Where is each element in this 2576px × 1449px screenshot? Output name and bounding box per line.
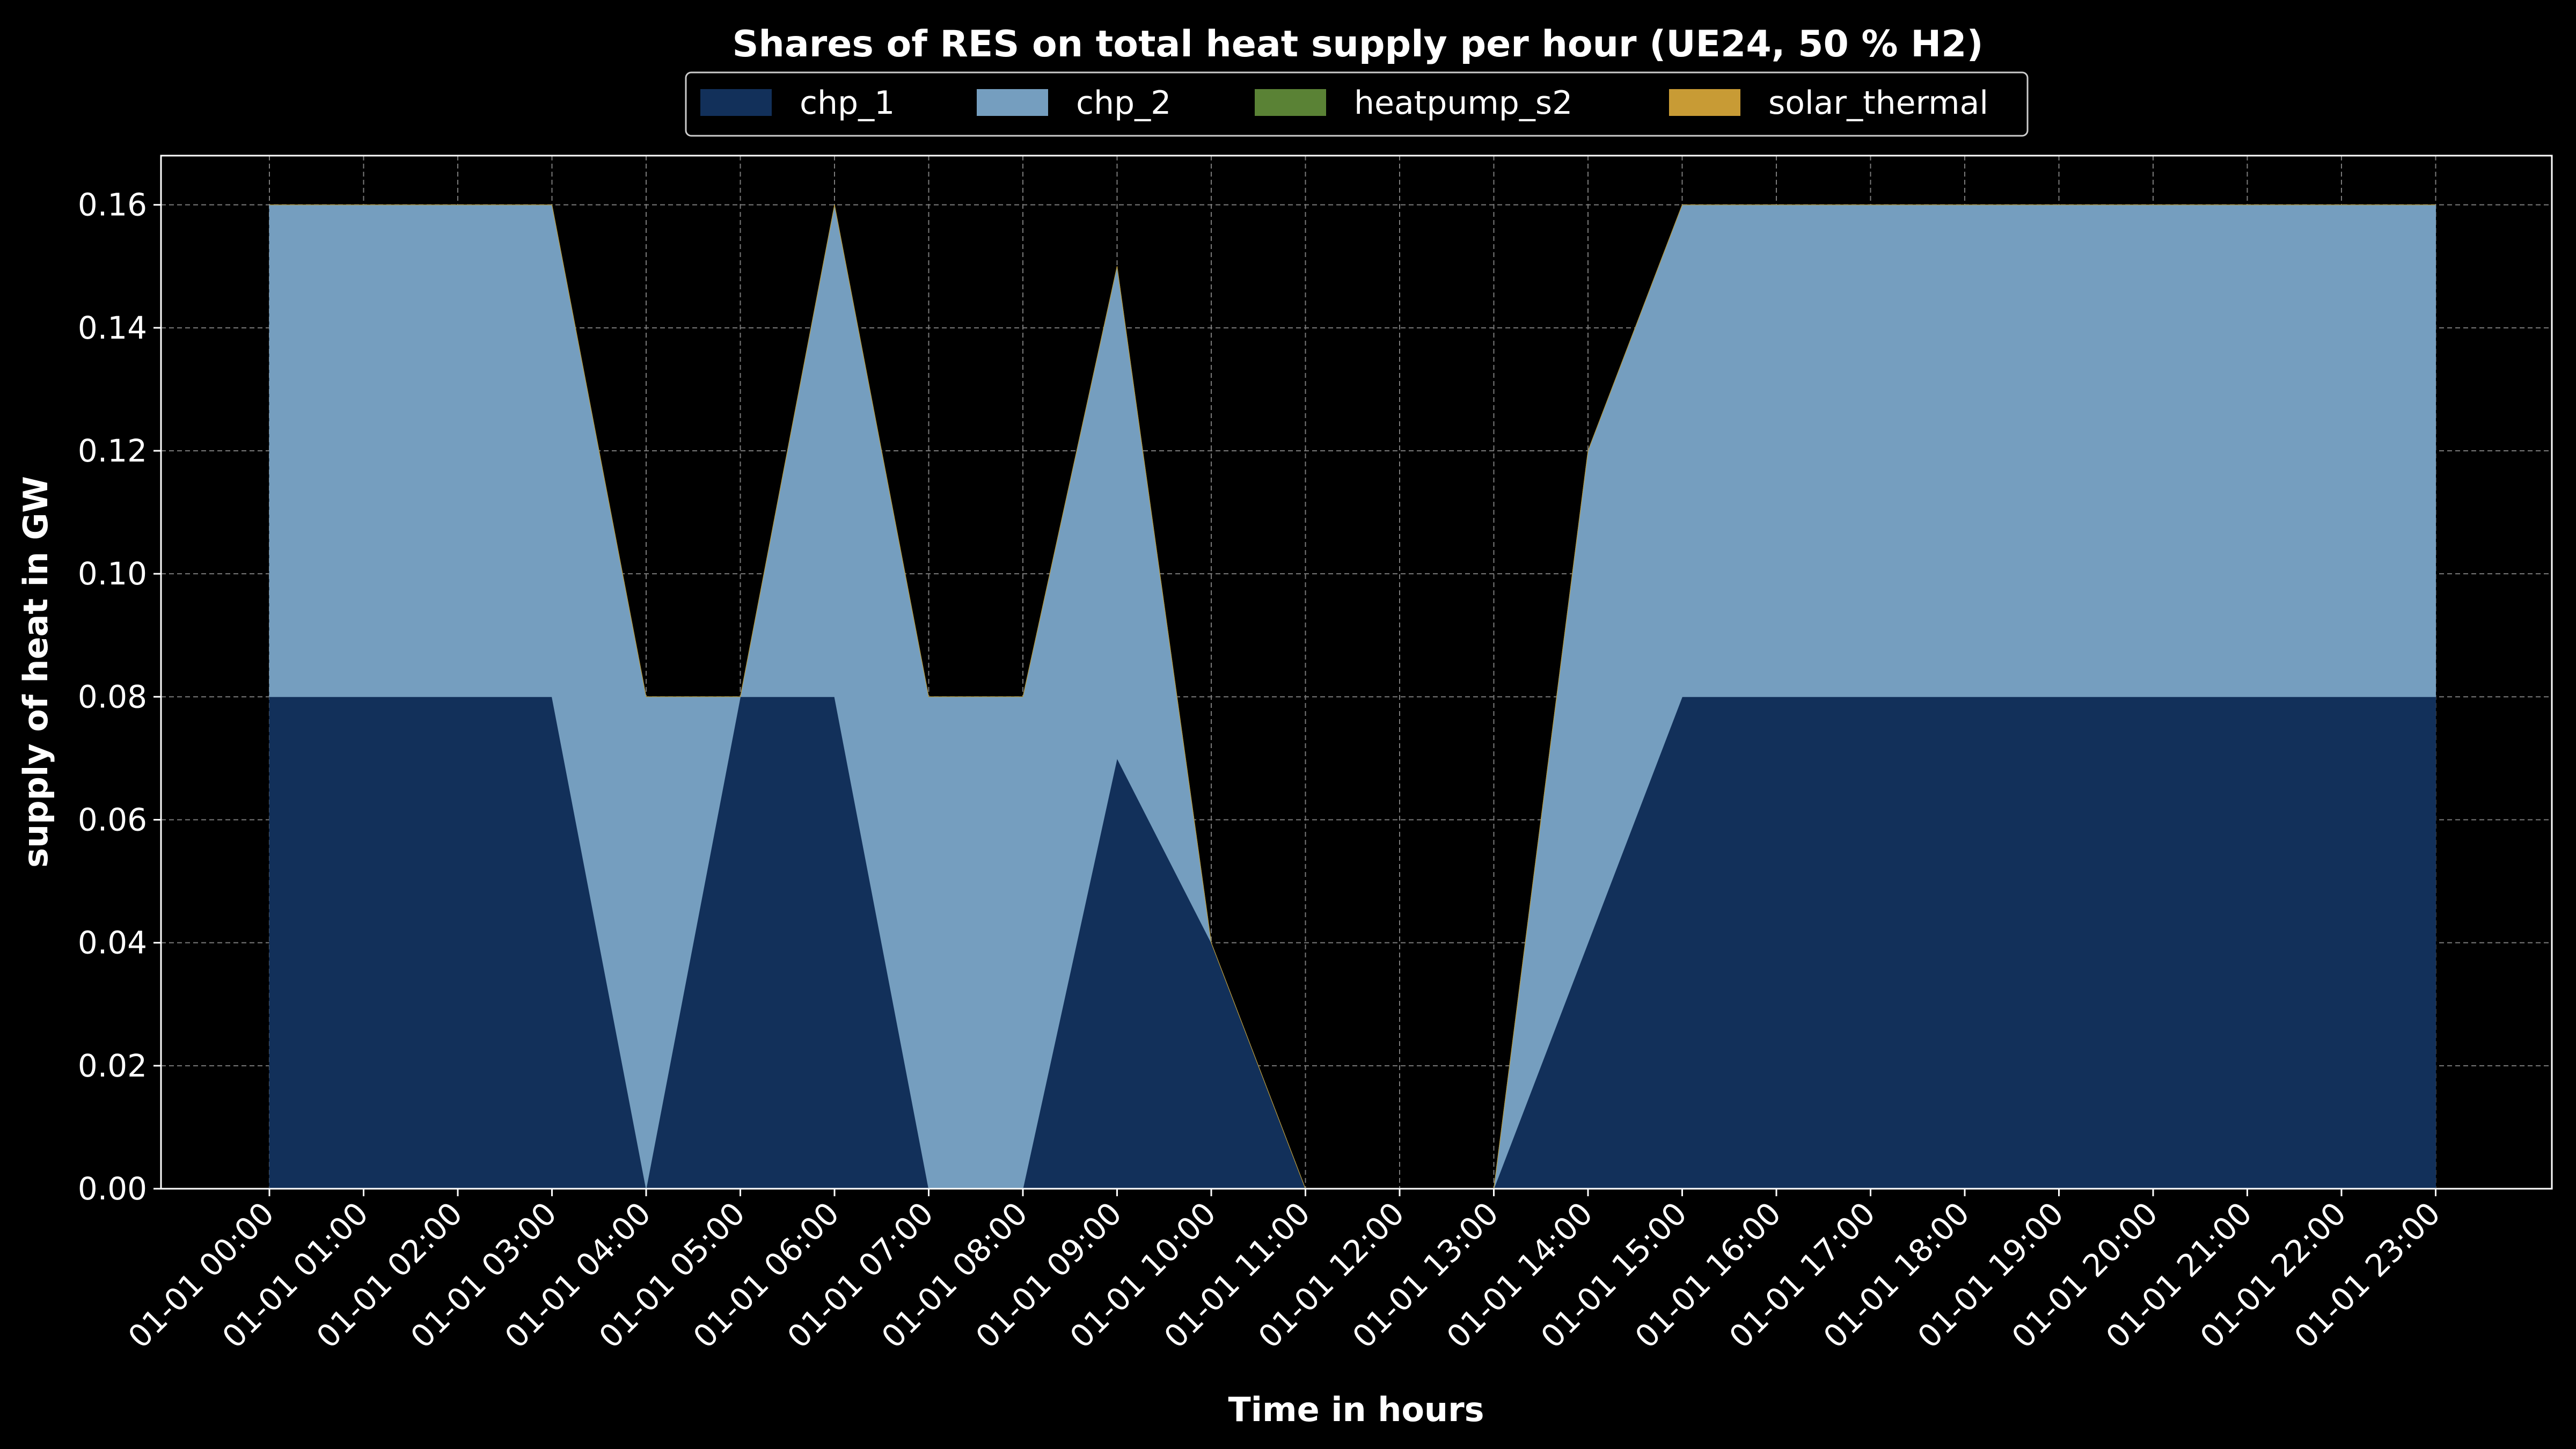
legend: chp_1 chp_2 heatpump_s2 solar_thermal bbox=[685, 71, 2029, 137]
x-axis-label: Time in hours bbox=[1228, 1390, 1484, 1429]
y-axis-label: supply of heat in GW bbox=[16, 476, 55, 868]
area-solar_thermal bbox=[269, 204, 2436, 1189]
legend-label-chp_1: chp_1 bbox=[800, 84, 895, 122]
y-tick-label: 0.10 bbox=[78, 555, 147, 592]
legend-swatch-chp_1 bbox=[700, 89, 772, 116]
legend-swatch-heatpump_s2 bbox=[1255, 89, 1326, 116]
y-tick-label: 0.04 bbox=[78, 925, 147, 961]
plot-frame bbox=[160, 155, 2553, 1190]
y-tick-label: 0.16 bbox=[78, 187, 147, 223]
legend-swatch-solar_thermal bbox=[1669, 89, 1740, 116]
y-tick-label: 0.02 bbox=[78, 1048, 147, 1084]
legend-label-solar_thermal: solar_thermal bbox=[1768, 84, 1988, 122]
y-tick-label: 0.08 bbox=[78, 678, 147, 715]
y-tick-label: 0.14 bbox=[78, 310, 147, 346]
legend-frame bbox=[685, 71, 2029, 137]
y-tick-label: 0.06 bbox=[78, 802, 147, 838]
y-tick-label: 0.00 bbox=[78, 1170, 147, 1207]
chart-title: Shares of RES on total heat supply per h… bbox=[732, 23, 1983, 65]
y-tick-label: 0.12 bbox=[78, 433, 147, 469]
legend-label-chp_2: chp_2 bbox=[1076, 84, 1171, 122]
legend-label-heatpump_s2: heatpump_s2 bbox=[1354, 84, 1572, 122]
plot-area: 0.000.020.040.060.080.100.120.140.1601-0… bbox=[78, 155, 2553, 1355]
legend-swatch-chp_2 bbox=[977, 89, 1048, 116]
